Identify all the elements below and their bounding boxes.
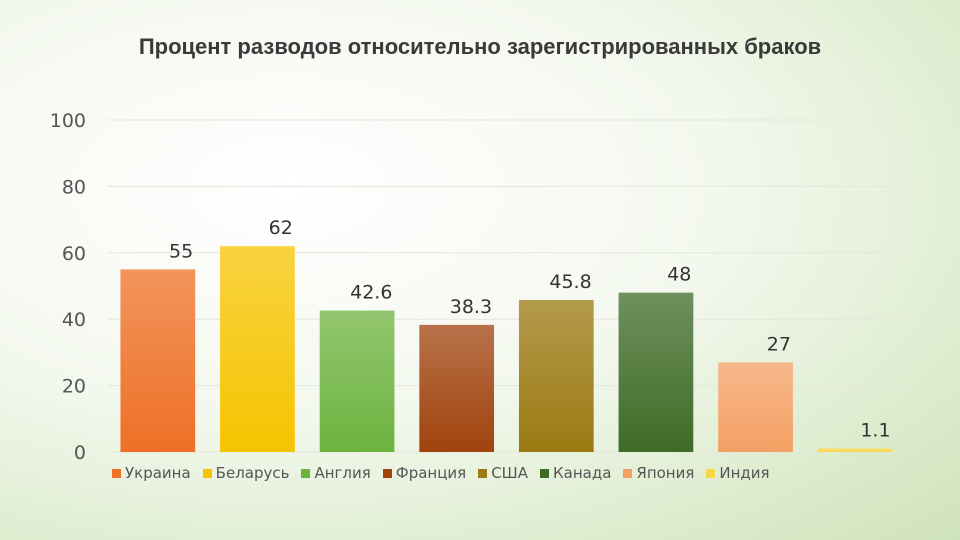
data-label-3: 42.6 xyxy=(350,282,392,304)
data-label-6: 48 xyxy=(667,264,691,286)
bar-2 xyxy=(220,246,295,452)
legend-label: Индия xyxy=(719,464,770,482)
data-label-8: 1.1 xyxy=(860,419,890,441)
legend-label: США xyxy=(491,464,528,482)
legend-swatch xyxy=(706,468,716,478)
legend-swatch xyxy=(202,468,212,478)
legend-swatch xyxy=(112,468,121,478)
bar-1 xyxy=(120,269,196,452)
y-tick-label: 100 xyxy=(50,110,86,132)
bar-4 xyxy=(419,324,495,452)
data-label-2: 62 xyxy=(269,217,293,239)
legend-item: Франция xyxy=(382,464,467,482)
bar-3 xyxy=(319,310,395,452)
y-tick-label: 80 xyxy=(62,176,86,198)
legend-swatch xyxy=(539,468,549,478)
y-tick-label: 40 xyxy=(62,309,86,331)
y-tick-label: 60 xyxy=(62,243,86,265)
legend-item: Беларусь xyxy=(202,464,290,482)
legend-swatch xyxy=(382,468,392,478)
chart-legend: Украина Беларусь Англия Франция США Канада Япо… xyxy=(112,463,782,483)
bar-7 xyxy=(718,362,793,452)
legend-swatch xyxy=(301,468,311,478)
legend-item: США xyxy=(478,464,528,482)
bar-8 xyxy=(817,448,893,452)
legend-item: Англия xyxy=(301,464,371,482)
y-tick-label: 0 xyxy=(74,442,86,464)
legend-item: Канада xyxy=(539,464,612,482)
legend-item: Япония xyxy=(623,464,694,482)
legend-label: Франция xyxy=(395,464,467,482)
legend-label: Англия xyxy=(314,464,371,482)
legend-item: Индия xyxy=(706,464,770,482)
legend-label: Украина xyxy=(125,464,191,482)
legend-label: Япония xyxy=(636,464,695,482)
legend-item: Украина xyxy=(112,464,191,482)
bar-5 xyxy=(518,299,594,452)
legend-label: Беларусь xyxy=(215,464,290,482)
chart-title: Процент разводов относительно зарегистри… xyxy=(138,34,822,59)
bar-6 xyxy=(618,292,694,452)
legend-swatch xyxy=(623,468,633,478)
data-label-5: 45.8 xyxy=(549,271,591,293)
data-label-1: 55 xyxy=(169,240,193,262)
y-tick-label: 20 xyxy=(62,376,86,398)
data-label-4: 38.3 xyxy=(450,296,492,318)
legend-swatch xyxy=(478,468,488,478)
data-label-7: 27 xyxy=(767,333,791,355)
legend-label: Канада xyxy=(552,464,612,482)
